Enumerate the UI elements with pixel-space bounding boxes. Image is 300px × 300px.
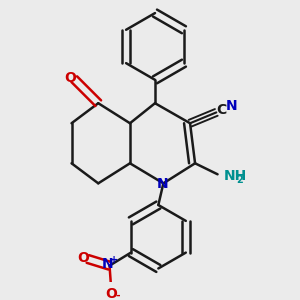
Text: C: C — [217, 103, 227, 117]
Text: 2: 2 — [236, 175, 243, 185]
Text: O: O — [77, 251, 89, 265]
Text: O: O — [64, 70, 76, 85]
Text: +: + — [110, 255, 118, 265]
Text: NH: NH — [224, 169, 247, 183]
Text: N: N — [157, 177, 168, 191]
Text: O: O — [106, 287, 118, 300]
Text: -: - — [115, 291, 119, 300]
Text: N: N — [102, 257, 114, 271]
Text: N: N — [226, 99, 238, 113]
